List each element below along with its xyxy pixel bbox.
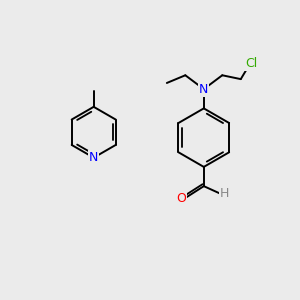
Text: O: O — [176, 192, 186, 205]
Text: N: N — [89, 151, 98, 164]
Text: Cl: Cl — [245, 57, 258, 70]
Text: N: N — [199, 82, 208, 96]
Text: H: H — [220, 187, 229, 200]
